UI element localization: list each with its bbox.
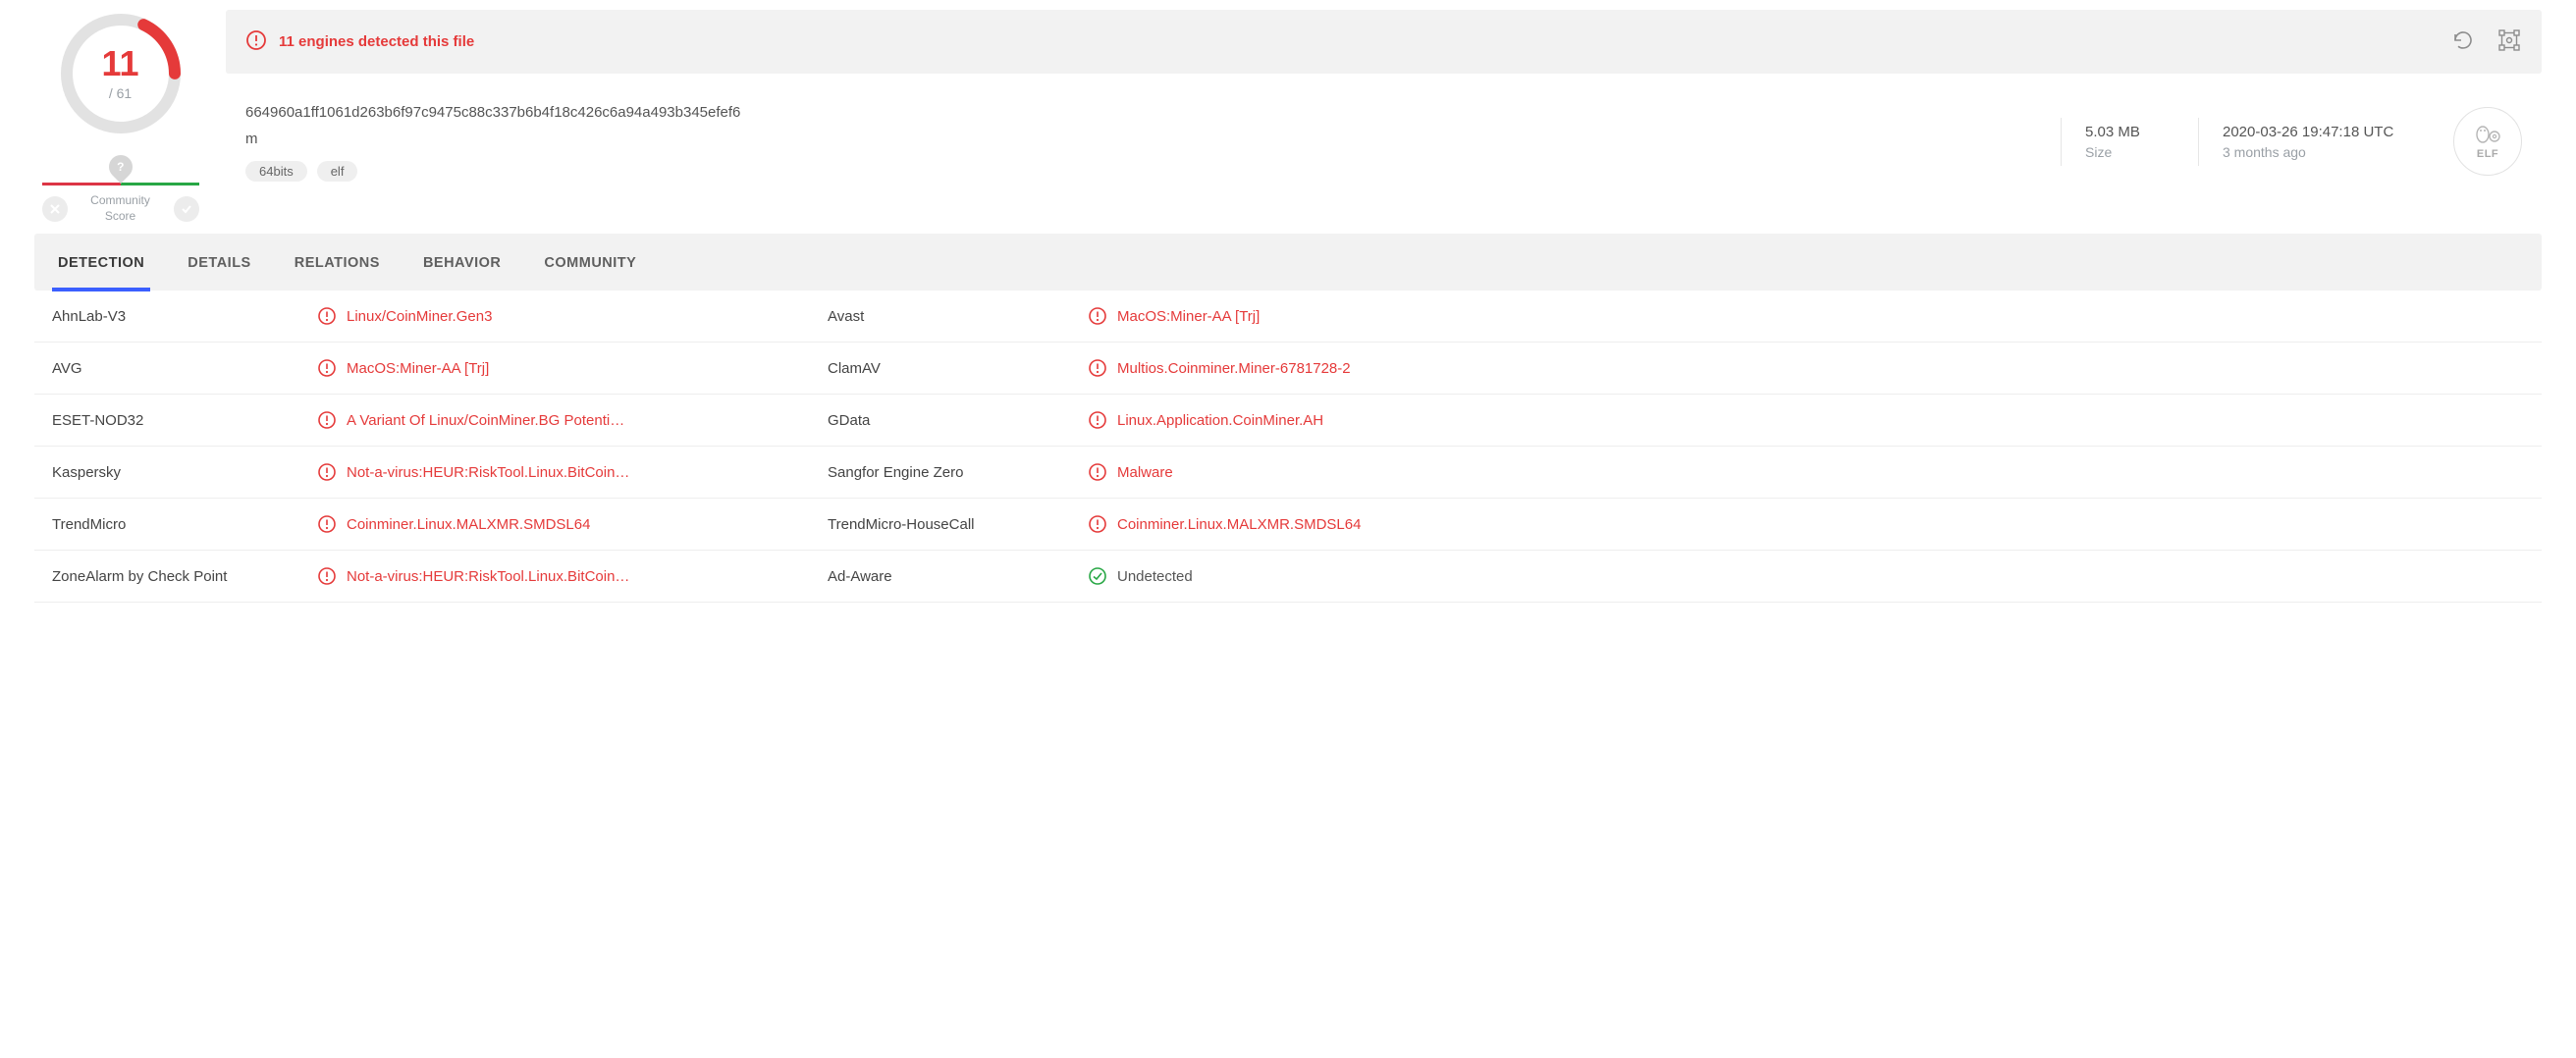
table-row: ZoneAlarm by Check Point Not-a-virus:HEUR… <box>34 551 2542 603</box>
engine-name: Kaspersky <box>52 462 317 482</box>
malicious-icon <box>1088 410 1107 430</box>
engine-name: Avast <box>828 306 1088 326</box>
score-detections: 11 <box>101 46 138 81</box>
detection-alert-bar: 11 engines detected this file <box>226 10 2542 74</box>
score-total: / 61 <box>101 85 138 101</box>
file-time-label: 3 months ago <box>2223 144 2424 160</box>
clean-icon <box>1088 566 1107 586</box>
malicious-icon <box>317 306 337 326</box>
filetype-badge: ELF <box>2453 107 2522 176</box>
detection-verdict: Linux/CoinMiner.Gen3 <box>317 306 828 326</box>
detection-verdict: Coinminer.Linux.MALXMR.SMDSL64 <box>317 514 828 534</box>
community-score-block: ? Community Score <box>42 155 199 224</box>
file-tags: 64bits elf <box>245 161 2031 182</box>
malicious-icon <box>1088 462 1107 482</box>
verdict-text: A Variant Of Linux/CoinMiner.BG Potenti… <box>347 412 624 429</box>
malicious-icon <box>317 462 337 482</box>
verdict-text: Multios.Coinminer.Miner-6781728-2 <box>1117 360 1351 377</box>
engine-name: ZoneAlarm by Check Point <box>52 566 317 586</box>
malicious-icon <box>317 514 337 534</box>
penguin-gear-icon <box>2473 123 2502 146</box>
table-row: Kaspersky Not-a-virus:HEUR:RiskTool.Linux… <box>34 447 2542 499</box>
file-time-block: 2020-03-26 19:47:18 UTC 3 months ago <box>2198 118 2424 166</box>
detection-verdict: MacOS:Miner-AA [Trj] <box>317 358 828 378</box>
engine-name: TrendMicro-HouseCall <box>828 514 1088 534</box>
malicious-icon <box>317 358 337 378</box>
file-size-value: 5.03 MB <box>2085 124 2169 140</box>
verdict-text: MacOS:Miner-AA [Trj] <box>1117 308 1260 325</box>
tab-detection[interactable]: DETECTION <box>58 234 144 291</box>
detection-verdict: Coinminer.Linux.MALXMR.SMDSL64 <box>1088 514 2524 534</box>
detection-verdict: A Variant Of Linux/CoinMiner.BG Potenti… <box>317 410 828 430</box>
graph-icon[interactable] <box>2496 27 2522 56</box>
alert-icon <box>245 29 267 54</box>
detection-verdict: Multios.Coinminer.Miner-6781728-2 <box>1088 358 2524 378</box>
engine-name: Ad-Aware <box>828 566 1088 586</box>
verdict-text: Linux.Application.CoinMiner.AH <box>1117 412 1323 429</box>
community-pin-icon: ? <box>104 150 137 184</box>
tab-relations[interactable]: RELATIONS <box>295 234 380 291</box>
file-name: m <box>245 131 2031 147</box>
verdict-text: Coinminer.Linux.MALXMR.SMDSL64 <box>347 516 590 533</box>
file-hash: 664960a1ff1061d263b6f97c9475c88c337b6b4f… <box>245 101 2031 125</box>
table-row: ESET-NOD32 A Variant Of Linux/CoinMiner.B… <box>34 395 2542 447</box>
file-tag[interactable]: 64bits <box>245 161 307 182</box>
community-score-label: Community Score <box>90 193 150 224</box>
verdict-text: Coinminer.Linux.MALXMR.SMDSL64 <box>1117 516 1361 533</box>
detection-results-table: AhnLab-V3 Linux/CoinMiner.Gen3 Avast MacOS:… <box>34 291 2542 603</box>
tab-behavior[interactable]: BEHAVIOR <box>423 234 501 291</box>
tabs-bar: DETECTION DETAILS RELATIONS BEHAVIOR COMMUNI… <box>34 234 2542 291</box>
detection-verdict: Not-a-virus:HEUR:RiskTool.Linux.BitCoin… <box>317 566 828 586</box>
file-tag[interactable]: elf <box>317 161 358 182</box>
engine-name: GData <box>828 410 1088 430</box>
verdict-text: Malware <box>1117 464 1173 481</box>
malicious-icon <box>1088 306 1107 326</box>
file-size-block: 5.03 MB Size <box>2061 118 2169 166</box>
engine-name: AhnLab-V3 <box>52 306 317 326</box>
malicious-icon <box>317 566 337 586</box>
file-time-value: 2020-03-26 19:47:18 UTC <box>2223 124 2424 140</box>
malicious-icon <box>1088 514 1107 534</box>
vote-down-button[interactable] <box>42 196 68 222</box>
engine-name: ClamAV <box>828 358 1088 378</box>
malicious-icon <box>317 410 337 430</box>
engine-name: AVG <box>52 358 317 378</box>
verdict-text: Not-a-virus:HEUR:RiskTool.Linux.BitCoin… <box>347 568 629 585</box>
malicious-icon <box>1088 358 1107 378</box>
verdict-text: Not-a-virus:HEUR:RiskTool.Linux.BitCoin… <box>347 464 629 481</box>
alert-text: 11 engines detected this file <box>279 33 474 50</box>
detection-verdict: Linux.Application.CoinMiner.AH <box>1088 410 2524 430</box>
file-info-row: 664960a1ff1061d263b6f97c9475c88c337b6b4f… <box>226 74 2542 205</box>
verdict-text: MacOS:Miner-AA [Trj] <box>347 360 489 377</box>
vote-up-button[interactable] <box>174 196 199 222</box>
verdict-text: Linux/CoinMiner.Gen3 <box>347 308 492 325</box>
score-column: 11 / 61 ? Community Score <box>34 10 206 224</box>
table-row: AVG MacOS:Miner-AA [Trj] ClamAV Multios.Coi… <box>34 343 2542 395</box>
tab-community[interactable]: COMMUNITY <box>544 234 636 291</box>
engine-name: ESET-NOD32 <box>52 410 317 430</box>
verdict-text: Undetected <box>1117 568 1193 585</box>
engine-name: TrendMicro <box>52 514 317 534</box>
reanalyze-icon[interactable] <box>2451 28 2475 55</box>
detection-verdict: Malware <box>1088 462 2524 482</box>
tab-details[interactable]: DETAILS <box>188 234 250 291</box>
engine-name: Sangfor Engine Zero <box>828 462 1088 482</box>
table-row: TrendMicro Coinminer.Linux.MALXMR.SMDSL64… <box>34 499 2542 551</box>
table-row: AhnLab-V3 Linux/CoinMiner.Gen3 Avast MacOS:… <box>34 291 2542 343</box>
file-size-label: Size <box>2085 144 2169 160</box>
detection-verdict: MacOS:Miner-AA [Trj] <box>1088 306 2524 326</box>
score-ring: 11 / 61 <box>57 10 185 137</box>
filetype-label: ELF <box>2477 148 2498 160</box>
detection-verdict: Not-a-virus:HEUR:RiskTool.Linux.BitCoin… <box>317 462 828 482</box>
detection-verdict: Undetected <box>1088 566 2524 586</box>
